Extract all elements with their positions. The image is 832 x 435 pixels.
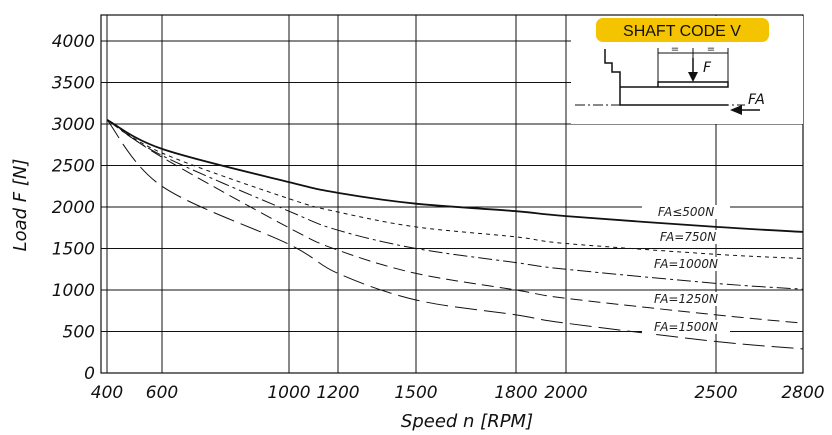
grid xyxy=(101,15,803,373)
series-line-5 xyxy=(106,119,804,350)
axial-force-label: FA xyxy=(748,92,765,108)
curve-label: FA≤500N xyxy=(658,205,714,219)
x-tick-label: 2500 xyxy=(694,383,737,403)
x-tick-label: 1800 xyxy=(494,383,537,403)
axes xyxy=(100,14,804,374)
curve-label: FA=1250N xyxy=(654,292,718,306)
curve-label-bg xyxy=(644,230,732,244)
y-tick-label: 2500 xyxy=(52,157,95,177)
y-axis-title: Load F [N] xyxy=(10,159,31,252)
y-tick-label: 3000 xyxy=(52,115,95,135)
x-tick-label: 2800 xyxy=(781,383,824,403)
y-tick-label: 0 xyxy=(84,364,95,384)
y-tick-label: 3500 xyxy=(52,74,95,94)
tick-labels: 0 500 1000 1500 2000 2500 3000 3500 4000 400 600 10… xyxy=(52,32,825,403)
x-tick-label: 600 xyxy=(146,383,178,403)
series-line-1 xyxy=(106,119,804,233)
y-tick-label: 4000 xyxy=(52,32,95,52)
y-tick-label: 1500 xyxy=(52,240,95,260)
curve-labels: FA≤500N FA=750N FA=1000N FA=1250N FA=1500N xyxy=(642,205,732,334)
series-line-4 xyxy=(106,119,804,324)
curve-label-bg xyxy=(642,205,730,219)
force-arrow-head xyxy=(688,72,698,82)
curve-label: FA=1000N xyxy=(654,257,718,271)
plot-frame xyxy=(100,14,804,374)
series-line-3 xyxy=(106,119,804,290)
x-axis-title: Speed n [RPM] xyxy=(401,411,533,432)
x-tick-label: 400 xyxy=(91,383,123,403)
shaft-diagram-inset: SHAFT CODE V = = F FA xyxy=(571,16,803,124)
equal-mark-left: = xyxy=(671,44,679,55)
y-tick-label: 2000 xyxy=(52,198,95,218)
axial-arrow-head xyxy=(730,105,742,115)
x-tick-label: 1500 xyxy=(394,383,437,403)
curve-label-bg xyxy=(642,292,730,306)
equal-mark-right: = xyxy=(707,44,715,55)
y-tick-label: 1000 xyxy=(52,281,95,301)
x-tick-label: 1000 xyxy=(267,383,310,403)
series-group xyxy=(106,119,804,350)
shaft-code-label: SHAFT CODE V xyxy=(623,23,741,40)
x-tick-label: 1200 xyxy=(316,383,359,403)
shaft-code-badge xyxy=(596,18,769,42)
y-tick-label: 500 xyxy=(63,323,95,343)
x-tick-label: 2000 xyxy=(544,383,587,403)
curve-label-bg xyxy=(642,320,730,334)
force-label: F xyxy=(703,60,712,76)
curve-label: FA=750N xyxy=(660,230,716,244)
curve-label-bg xyxy=(642,257,730,271)
curve-label: FA=1500N xyxy=(654,320,718,334)
